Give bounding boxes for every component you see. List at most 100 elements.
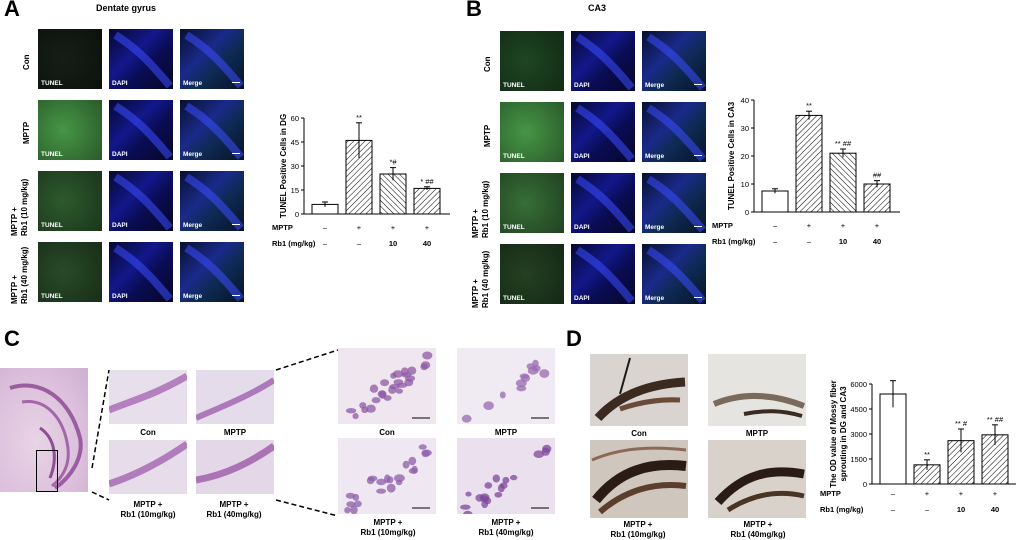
factor-value: – [773, 221, 778, 230]
factor-label: Rb1 (mg/kg) [712, 237, 756, 246]
row-label-mptp-b: MPTP [483, 124, 492, 147]
bar [413, 187, 441, 215]
row-label-con: Con [22, 54, 31, 70]
scale-bar [694, 297, 702, 298]
scale-bar [232, 82, 240, 83]
caption-d-rb1-10: MPTP + Rb1 (10mg/kg) [610, 520, 666, 539]
factor-value: – [891, 505, 896, 514]
micrograph-a-r2-c1: DAPI [109, 171, 173, 231]
y-tick-label: 10 [741, 180, 749, 189]
micro-tag-tunel: TUNEL [503, 153, 525, 160]
micrograph-a-r2-c0: TUNEL [38, 171, 102, 231]
y-tick-label: 40 [741, 96, 749, 105]
y-tick-label: 15 [291, 186, 299, 195]
micro-tag-dapi: DAPI [112, 80, 128, 87]
bar [863, 183, 891, 213]
caption-c-rb1-10: MPTP + Rb1 (10mg/kg) [120, 500, 176, 519]
micro-tag-dapi: DAPI [112, 151, 128, 158]
factor-value: – [807, 237, 812, 246]
bar [879, 393, 907, 485]
panel-label-c: C [4, 326, 20, 351]
factor-value: 10 [957, 505, 965, 514]
timm-mptp-image [708, 354, 806, 426]
nissl-hi-mptp-image [457, 348, 555, 424]
micro-tag-tunel: TUNEL [503, 82, 525, 89]
micro-tag-merge: Merge [183, 293, 203, 300]
micro-tag-dapi: DAPI [574, 295, 590, 302]
factor-value: 40 [991, 505, 999, 514]
micro-tag-tunel: TUNEL [41, 151, 63, 158]
micrograph-b-r1-c2: Merge [642, 102, 706, 162]
nissl-con-image [109, 370, 187, 424]
y-tick-label: 3000 [850, 430, 867, 439]
micrograph-b-r2-c1: DAPI [571, 173, 635, 233]
micro-tag-merge: Merge [645, 224, 665, 231]
micrograph-a-r0-c2: Merge [180, 29, 244, 89]
y-tick-label: 0 [295, 210, 299, 219]
y-axis-label: sprouting in DG and CA3 [839, 386, 848, 482]
micrograph-a-r1-c0: TUNEL [38, 100, 102, 160]
micrograph-a-r1-c2: Merge [180, 100, 244, 160]
micrograph-a-r3-c0: TUNEL [38, 242, 102, 302]
scale-bar [232, 153, 240, 154]
y-tick-label: 0 [745, 208, 749, 217]
significance-label: ** ## [987, 415, 1004, 424]
row-label-rb1-40: MPTP + Rb1 (40 mg/kg) [10, 246, 29, 304]
micro-tag-tunel: TUNEL [503, 224, 525, 231]
y-tick-label: 6000 [850, 380, 867, 389]
nissl-hi-rb1-10-image [338, 438, 436, 514]
y-axis-label: TUNEL Positive Cells in DG [279, 114, 288, 218]
factor-label: MPTP [712, 221, 733, 230]
significance-label: ** [806, 101, 812, 110]
caption-c-rb1-40: MPTP + Rb1 (40mg/kg) [206, 500, 262, 519]
row-label-rb1-10-b: MPTP + Rb1 (10 mg/kg) [471, 180, 490, 238]
micrograph-b-r0-c0: TUNEL [500, 31, 564, 91]
scale-bar [232, 295, 240, 296]
panel-a-title: Dentate gyrus [96, 3, 157, 13]
micro-tag-dapi: DAPI [112, 293, 128, 300]
significance-label: ** [924, 450, 930, 459]
micrograph-b-r1-c0: TUNEL [500, 102, 564, 162]
caption-c-hi-rb1-40: MPTP + Rb1 (40mg/kg) [478, 518, 534, 537]
bar [795, 114, 823, 213]
factor-value: + [959, 489, 964, 498]
factor-value: – [925, 505, 930, 514]
significance-label: * ## [420, 177, 434, 186]
micrograph-a-r3-c2: Merge [180, 242, 244, 302]
factor-value: – [323, 223, 328, 232]
micrograph-b-r3-c0: TUNEL [500, 244, 564, 304]
caption-c-hi-mptp: MPTP [494, 428, 518, 437]
y-axis-label: The OD value of Mossy fiber [829, 380, 838, 488]
micro-tag-tunel: TUNEL [41, 293, 63, 300]
micrograph-b-r0-c2: Merge [642, 31, 706, 91]
micrograph-a-r1-c1: DAPI [109, 100, 173, 160]
micrograph-a-r2-c2: Merge [180, 171, 244, 231]
row-label-mptp: MPTP [22, 121, 31, 144]
bar-chart-b: TUNEL Positive Cells in CA3 0 10 20 30 40 – – **… [712, 96, 900, 246]
panel-b-title: CA3 [588, 3, 607, 13]
scale-bar [694, 84, 702, 85]
micrograph-b-r3-c2: Merge [642, 244, 706, 304]
caption-c-mptp: MPTP [223, 428, 247, 437]
factor-value: + [841, 221, 846, 230]
caption-d-mptp: MPTP [745, 429, 769, 438]
caption-c-con: Con [140, 428, 156, 437]
y-tick-label: 45 [291, 138, 299, 147]
micro-tag-merge: Merge [645, 295, 665, 302]
bar-chart-d: The OD value of Mossy fiber sprouting in … [820, 380, 1016, 514]
caption-d-rb1-40: MPTP + Rb1 (40mg/kg) [730, 520, 786, 539]
factor-label: Rb1 (mg/kg) [820, 505, 864, 514]
factor-value: – [357, 239, 362, 248]
significance-label: ** [356, 113, 362, 122]
panel-label-b: B [466, 0, 482, 21]
bar [761, 190, 789, 213]
micrograph-a-r0-c0: TUNEL [38, 29, 102, 89]
scale-bar [694, 155, 702, 156]
scale-bar [232, 224, 240, 225]
timm-con-image [590, 354, 688, 426]
y-axis-label: TUNEL Positive Cells in CA3 [727, 101, 736, 210]
micro-tag-tunel: TUNEL [41, 80, 63, 87]
factor-value: + [993, 489, 998, 498]
micro-tag-merge: Merge [645, 153, 665, 160]
factor-value: 40 [423, 239, 431, 248]
